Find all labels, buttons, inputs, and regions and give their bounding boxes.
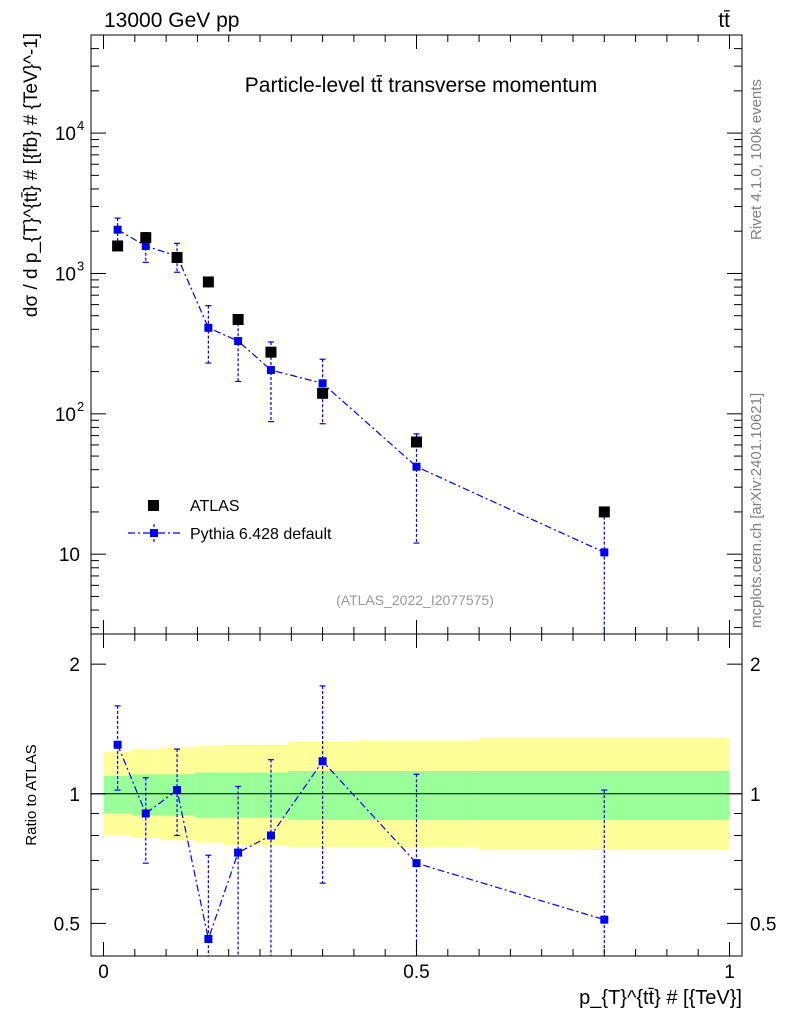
ratio-mc-point [173, 786, 182, 795]
ratio-x-ticks: 0 0.5 1 [98, 634, 735, 983]
data-point [171, 251, 183, 263]
legend-label-data: ATLAS [190, 498, 240, 515]
ratio-mc-point [234, 848, 243, 857]
mc-point [141, 241, 150, 250]
data-point [265, 346, 277, 358]
data-series [112, 232, 610, 518]
inner-band-segment [288, 770, 354, 820]
main-y-tick-label: 10 [55, 124, 76, 145]
mc-point [412, 462, 421, 471]
main-y-axis-label: dσ / d p_{T}^{tt̄} # [{fb} # {TeV}^-1] [21, 33, 42, 317]
main-y-tick-label: 10 [55, 405, 76, 426]
ratio-mc-series [113, 685, 609, 956]
inner-band-segment [194, 772, 223, 818]
data-point [232, 313, 244, 325]
main-plot-frame [90, 34, 743, 635]
ratio-y-tick-label-left: 1 [69, 785, 80, 806]
process-label: tt̄ [718, 9, 730, 32]
main-y-tick-exponent: 2 [77, 399, 84, 414]
data-point [598, 506, 610, 518]
ratio-y-tick-label-right: 2 [750, 655, 761, 676]
mc-point [204, 323, 213, 332]
data-point [411, 436, 422, 448]
data-point [140, 232, 152, 244]
ratio-mc-point [266, 831, 275, 840]
main-y-tick-exponent: 4 [77, 118, 84, 133]
energy-label: 13000 GeV pp [104, 9, 239, 32]
reference-label: (ATLAS_2022_I2077575) [336, 592, 494, 608]
ratio-y-tick-label-left: 2 [69, 655, 80, 676]
legend: ATLAS Pythia 6.428 default [128, 498, 332, 543]
mc-point [113, 225, 122, 234]
ratio-mc-point [141, 809, 150, 818]
main-y-tick-label: 10 [59, 545, 80, 566]
main-y-tick-label: 10 [55, 264, 76, 285]
mc-series [113, 217, 609, 634]
data-point [112, 240, 124, 252]
ratio-y-ticks: 0.5 0.5 1 1 2 2 [54, 655, 777, 935]
data-point [317, 387, 329, 399]
mcplots-label: mcplots.cern.ch [arXiv:2401.10621] [748, 393, 765, 628]
legend-label-mc: Pythia 6.428 default [190, 526, 332, 543]
x-tick-label: 0 [98, 962, 109, 983]
legend-marker-mc [150, 529, 158, 537]
ratio-y-axis-label: Ratio to ATLAS [23, 744, 40, 845]
main-y-tick-exponent: 3 [77, 258, 84, 273]
ratio-y-tick-label-right: 0.5 [750, 914, 776, 935]
ratio-y-tick-label-left: 0.5 [54, 914, 80, 935]
inner-band-segment [222, 772, 254, 818]
mc-point [318, 379, 327, 388]
x-tick-label: 1 [724, 962, 735, 983]
ratio-mc-point [318, 757, 327, 766]
ratio-panel: 0.5 0.51 12 2 0 0.5 1 Ratio to ATLAS p_{T}^{t… [23, 633, 777, 1009]
x-tick-label: 0.5 [403, 962, 429, 983]
ratio-mc-point [113, 740, 122, 749]
data-point [202, 276, 214, 288]
mc-point [600, 548, 609, 557]
mc-point [266, 366, 275, 375]
main-x-ticks [103, 35, 730, 634]
ratio-mc-point [412, 859, 421, 868]
ratio-mc-point [600, 915, 609, 924]
mc-point [234, 337, 243, 346]
main-title: Particle-level tt̄ transverse momentum [245, 74, 597, 97]
ratio-mc-point [204, 934, 213, 943]
ratio-y-tick-label-right: 1 [750, 785, 761, 806]
rivet-label: Rivet 4.1.0, 100k events [748, 79, 765, 240]
x-axis-label: p_{T}^{tt̄} # [{TeV}] [579, 987, 742, 1009]
legend-marker-data [148, 500, 159, 511]
